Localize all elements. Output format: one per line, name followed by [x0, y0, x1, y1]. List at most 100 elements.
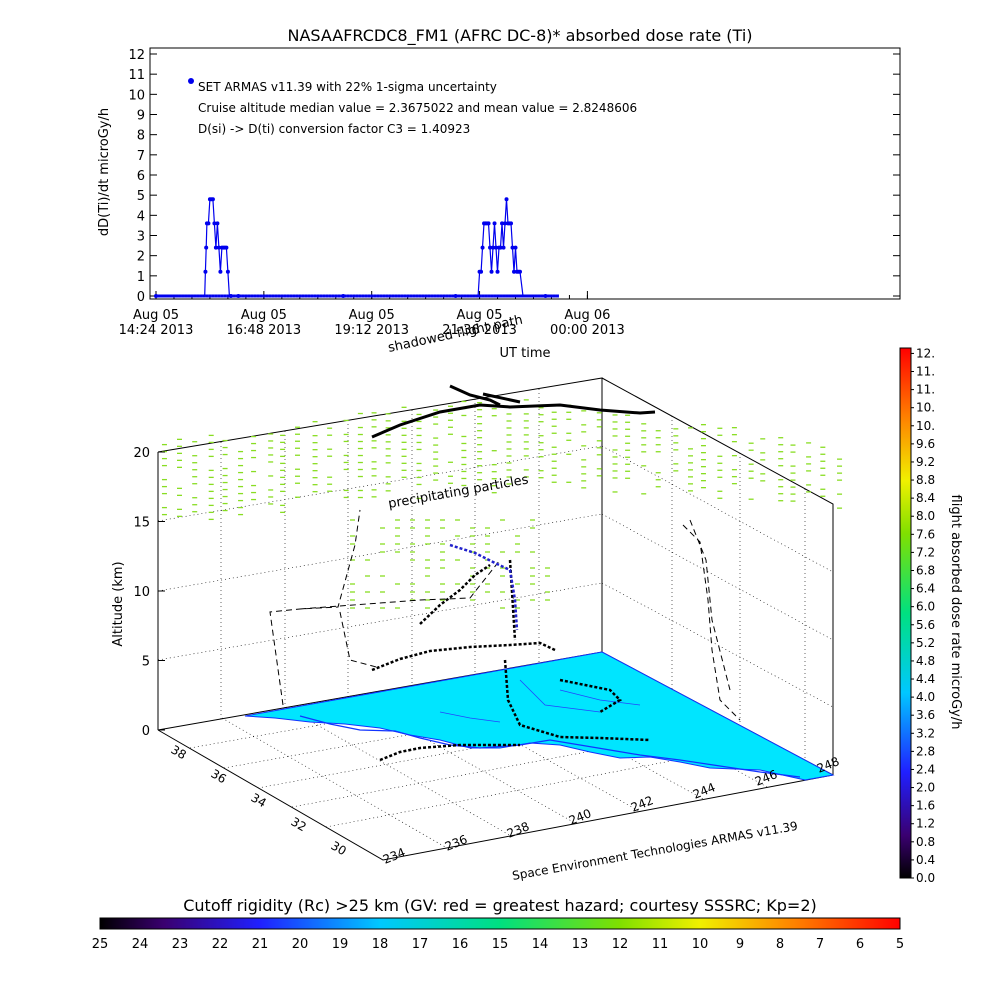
- baseline-point: [166, 294, 170, 298]
- baseline-point: [469, 294, 473, 298]
- y-tick-label: 5: [137, 189, 145, 204]
- baseline-point: [406, 294, 410, 298]
- baseline-point: [202, 294, 206, 298]
- baseline-point: [169, 294, 173, 298]
- x-axis-label: UT time: [500, 346, 551, 361]
- baseline-point: [493, 294, 497, 298]
- rigidity-colorbar-tick-label: 14: [532, 937, 549, 952]
- data-point: [479, 269, 484, 274]
- baseline-point: [508, 294, 512, 298]
- data-point: [510, 245, 515, 250]
- baseline-point: [543, 294, 547, 298]
- z-axis: 0 5 10 15 20: [133, 446, 165, 739]
- rigidity-colorbar-tick-label: 16: [452, 937, 469, 952]
- data-point: [210, 197, 215, 202]
- baseline-point: [307, 294, 311, 298]
- x-tick-label-time: 16:48 2013: [227, 323, 302, 338]
- x-tick-label-time: 21:36 2013: [442, 323, 517, 338]
- baseline-point: [424, 294, 428, 298]
- data-point: [503, 221, 508, 226]
- baseline-point: [358, 294, 362, 298]
- baseline-point: [187, 294, 191, 298]
- baseline-point: [522, 294, 526, 298]
- baseline-point: [247, 294, 251, 298]
- lat-tick-label: 34: [249, 790, 269, 810]
- baseline-point: [355, 294, 359, 298]
- baseline-point: [256, 294, 260, 298]
- rigidity-colorbar-tick-label: 10: [692, 937, 709, 952]
- baseline-point: [268, 294, 272, 298]
- baseline-point: [373, 294, 377, 298]
- baseline-point: [271, 294, 275, 298]
- rigidity-colorbar-ticks: 25 24 23 22 21 20 19 18 17 16 15 14 13 12 11 10 9 8 7 6 5: [92, 937, 904, 952]
- dose-colorbar-tick-label: 1.2: [916, 817, 935, 831]
- baseline-point: [436, 294, 440, 298]
- y-tick-label: 3: [137, 230, 145, 245]
- data-point: [512, 269, 517, 274]
- x-tick-label-time: 00:00 2013: [550, 323, 625, 338]
- baseline-point: [478, 294, 482, 298]
- dose-colorbar-tick-label: 10.: [916, 419, 935, 433]
- z-tick-label: 0: [142, 724, 150, 739]
- x-tick-label-date: Aug 05: [133, 308, 179, 323]
- data-point: [501, 245, 506, 250]
- dose-colorbar-tick-label: 0.0: [916, 871, 935, 885]
- y-tick-label: 0: [137, 290, 145, 305]
- dose-colorbar-tick-label: 1.6: [916, 799, 935, 813]
- data-point: [224, 245, 229, 250]
- baseline-point: [292, 294, 296, 298]
- data-point: [213, 245, 218, 250]
- rigidity-colorbar-tick-label: 8: [776, 937, 784, 952]
- baseline-point: [555, 294, 559, 298]
- baseline-point: [220, 294, 224, 298]
- rigidity-colorbar-tick-label: 21: [252, 937, 269, 952]
- flight-track: [269, 384, 741, 762]
- baseline-point: [505, 294, 509, 298]
- dose-colorbar-tick-label: 6.0: [916, 600, 935, 614]
- lat-tick-label: 36: [209, 766, 229, 786]
- lat-tick-label: 30: [329, 838, 349, 858]
- baseline-point: [361, 294, 365, 298]
- baseline-point: [519, 294, 523, 298]
- baseline-point: [331, 294, 335, 298]
- lon-tick-label: 240: [567, 806, 593, 828]
- annotation-cruise: Cruise altitude median value = 2.3675022…: [198, 101, 637, 115]
- baseline-point: [304, 294, 308, 298]
- x-tick-label-date: Aug 05: [457, 308, 503, 323]
- dose-colorbar-tick-label: 11.: [916, 383, 935, 397]
- rigidity-colorbar-tick-label: 5: [896, 937, 904, 952]
- y-tick-label: 2: [137, 250, 145, 265]
- baseline-point: [229, 294, 233, 298]
- baseline-point: [205, 294, 209, 298]
- baseline-point: [397, 294, 401, 298]
- data-point: [494, 245, 499, 250]
- lat-axis: 38 36 34 32 30: [169, 742, 349, 858]
- baseline-point: [502, 294, 506, 298]
- baseline-point: [400, 294, 404, 298]
- baseline-point: [546, 294, 550, 298]
- baseline-point: [154, 294, 158, 298]
- baseline-point: [549, 294, 553, 298]
- lat-tick-label: 38: [169, 742, 189, 762]
- dose-colorbar-tick-label: 5.6: [916, 618, 935, 632]
- lon-tick-label: 242: [629, 793, 655, 815]
- baseline-point: [163, 294, 167, 298]
- baseline-point: [346, 294, 350, 298]
- baseline-point: [310, 294, 314, 298]
- baseline-point: [514, 294, 518, 298]
- dose-colorbar-tick-label: 7.2: [916, 545, 935, 559]
- dose-colorbar-tick-label: 11.: [916, 365, 935, 379]
- rigidity-colorbar-tick-label: 7: [816, 937, 824, 952]
- data-point: [204, 245, 209, 250]
- annotation-conversion: D(si) -> D(ti) conversion factor C3 = 1.…: [198, 122, 470, 136]
- dose-colorbar-tick-label: 4.0: [916, 690, 935, 704]
- baseline-point: [496, 294, 500, 298]
- y-tick-label: 9: [137, 109, 145, 124]
- z-tick-label: 10: [133, 585, 150, 600]
- y-tick-label: 1: [137, 270, 145, 285]
- baseline-point: [217, 294, 221, 298]
- data-point: [488, 245, 493, 250]
- baseline-point: [382, 294, 386, 298]
- baseline-point: [316, 294, 320, 298]
